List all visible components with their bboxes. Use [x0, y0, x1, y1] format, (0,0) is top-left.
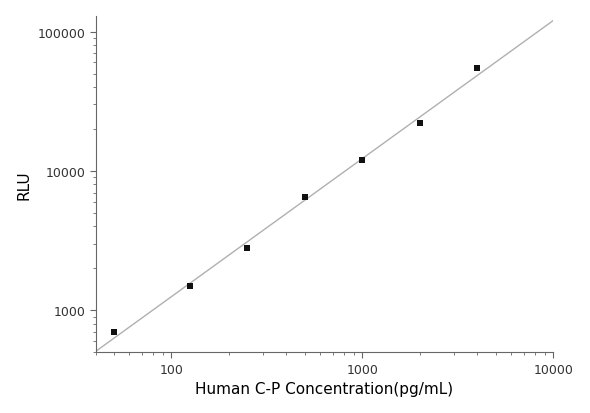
Point: [473, 65, 482, 72]
Point: [300, 194, 310, 201]
Point: [109, 329, 119, 335]
X-axis label: Human C-P Concentration(pg/mL): Human C-P Concentration(pg/mL): [195, 382, 454, 396]
Point: [415, 121, 425, 127]
Point: [185, 283, 195, 290]
Point: [358, 157, 367, 164]
Point: [242, 245, 252, 252]
Y-axis label: RLU: RLU: [17, 170, 32, 199]
